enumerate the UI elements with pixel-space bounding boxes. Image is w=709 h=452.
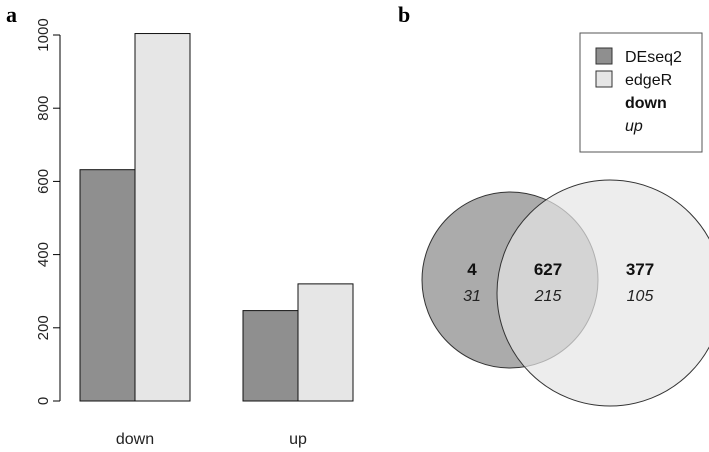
legend-label-edger: edgeR xyxy=(625,72,672,89)
venn-both-down: 627 xyxy=(534,260,562,279)
bar-chart: 0 200 400 600 800 1000 down up xyxy=(35,18,354,448)
panel-label-b: b xyxy=(398,2,410,27)
venn-edger-only-down: 377 xyxy=(626,260,654,279)
legend-label-down: down xyxy=(625,95,667,112)
legend: DEseq2 edgeR down up xyxy=(579,32,703,153)
y-tick-label: 800 xyxy=(35,96,52,121)
bar-up-edger xyxy=(297,283,354,402)
legend-swatch-deseq2 xyxy=(595,47,613,65)
venn-edger-only-up: 105 xyxy=(627,288,654,305)
y-tick-label: 1000 xyxy=(35,18,52,51)
y-tick-label: 0 xyxy=(35,397,52,405)
y-tick-label: 200 xyxy=(35,315,52,340)
legend-label-deseq2: DEseq2 xyxy=(625,49,682,66)
venn-circle-edger xyxy=(496,179,709,407)
category-label-up: up xyxy=(289,431,307,448)
bar-down-deseq2 xyxy=(79,169,136,402)
bar-up-deseq2 xyxy=(242,310,299,402)
category-label-down: down xyxy=(116,431,154,448)
venn-deseq2-only-up: 31 xyxy=(463,288,481,305)
y-tick-label: 400 xyxy=(35,242,52,267)
venn-diagram: 4 31 627 215 377 105 xyxy=(421,179,709,407)
legend-label-up: up xyxy=(625,118,643,135)
legend-swatch-edger xyxy=(595,70,613,88)
venn-both-up: 215 xyxy=(534,288,562,305)
bar-down-edger xyxy=(134,33,191,402)
venn-deseq2-only-down: 4 xyxy=(467,260,477,279)
panel-label-a: a xyxy=(6,2,17,27)
y-tick-label: 600 xyxy=(35,169,52,194)
